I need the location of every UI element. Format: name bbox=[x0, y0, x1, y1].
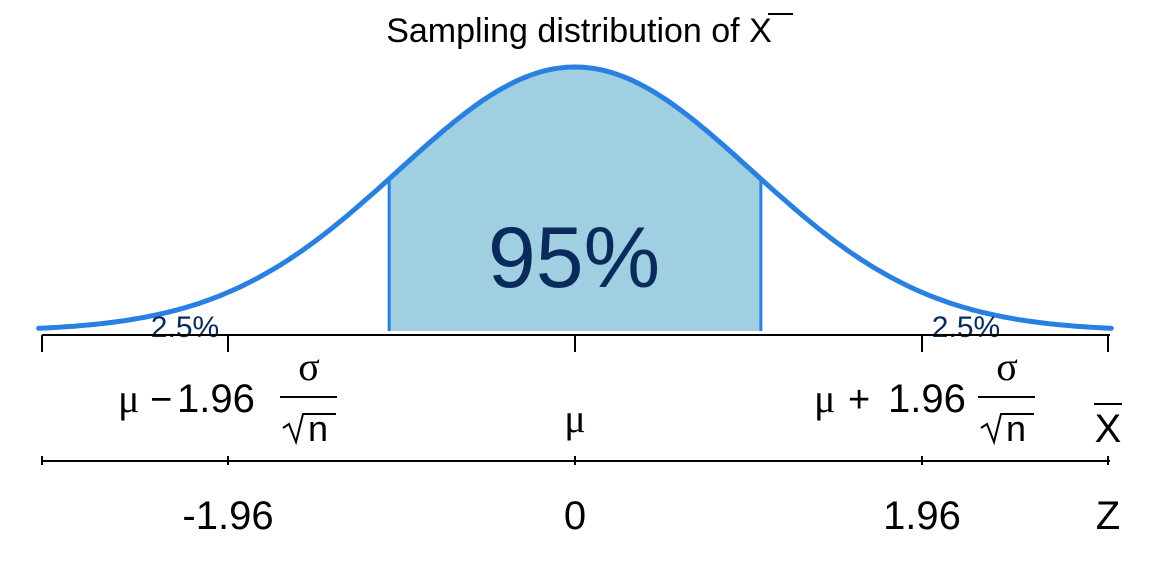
n-symbol: n bbox=[308, 408, 328, 449]
mu-symbol: μ bbox=[814, 376, 835, 421]
z-tick-label-left: -1.96 bbox=[182, 494, 273, 538]
z-tick-label-center: 0 bbox=[564, 494, 586, 538]
coefficient: 1.96 bbox=[177, 377, 255, 421]
xbar-right-tick-label: μ + 1.96 σ n bbox=[814, 344, 1035, 449]
sigma-symbol: σ bbox=[298, 344, 320, 389]
xbar-axis-symbol: X bbox=[1095, 407, 1122, 451]
z-axis-symbol: Z bbox=[1096, 494, 1120, 538]
title-prefix: Sampling distribution of bbox=[386, 12, 749, 50]
coefficient: 1.96 bbox=[888, 377, 966, 421]
sqrt-icon bbox=[980, 413, 1034, 446]
normal-density-curve bbox=[36, 64, 1114, 331]
minus-sign: − bbox=[150, 379, 172, 421]
left-tail-label: 2.5% bbox=[151, 311, 219, 344]
diagram-title: Sampling distribution of X bbox=[386, 12, 772, 50]
xbar-center-tick-label: μ bbox=[564, 396, 585, 441]
z-tick-label-right: 1.96 bbox=[883, 494, 961, 538]
xbar-left-tick-label: μ − 1.96 σ n bbox=[118, 344, 337, 449]
sigma-symbol: σ bbox=[996, 344, 1018, 389]
n-symbol: n bbox=[1006, 408, 1026, 449]
right-tail-label: 2.5% bbox=[932, 311, 1000, 344]
mu-symbol: μ bbox=[118, 376, 139, 421]
center-percentage-label: 95% bbox=[488, 210, 660, 306]
central-region-fill bbox=[389, 67, 761, 331]
title-variable: X bbox=[749, 12, 772, 50]
sqrt-icon bbox=[282, 413, 336, 446]
plus-sign: + bbox=[848, 379, 870, 421]
